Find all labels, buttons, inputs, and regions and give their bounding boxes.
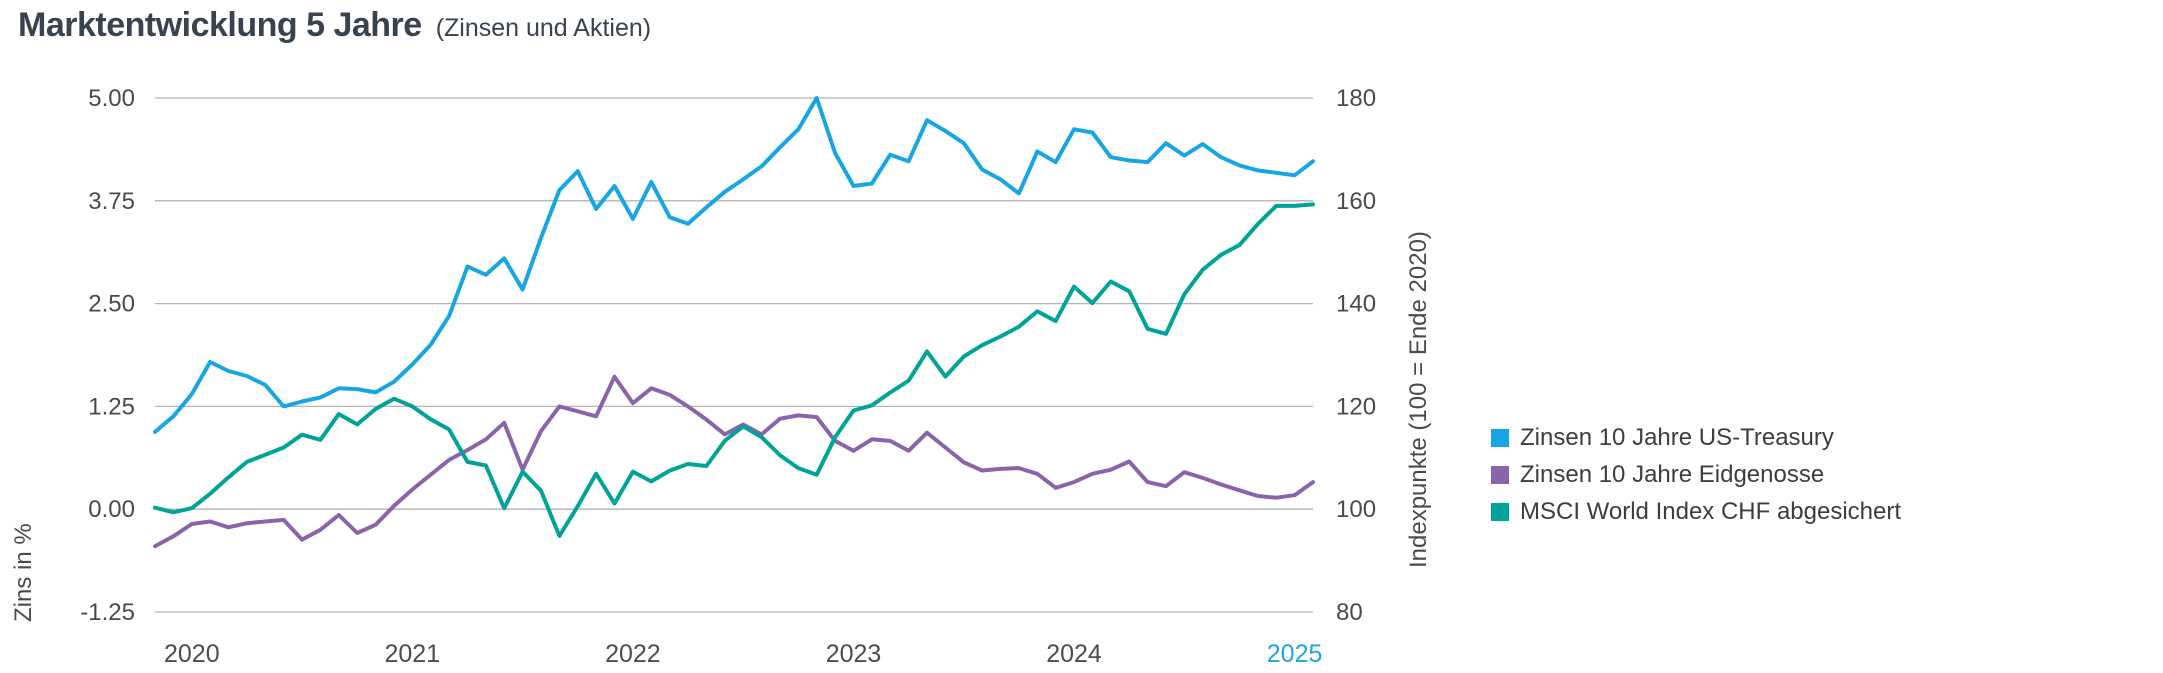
chart-legend: Zinsen 10 Jahre US-Treasury Zinsen 10 Jah… (1491, 424, 1901, 526)
legend-swatch-msci-world-index-chf-abgesichert (1491, 503, 1509, 521)
y-left-tick-label-2.50: 2.50 (88, 291, 135, 318)
y-right-tick-label-180: 180 (1336, 85, 1376, 112)
legend-label-msci-world-index-chf-abgesichert: MSCI World Index CHF abgesichert (1520, 498, 1902, 525)
legend-item-zinsen-10-jahre-us-treasury: Zinsen 10 Jahre US-Treasury (1491, 424, 1901, 452)
y-right-tick-label-80: 80 (1336, 599, 1363, 626)
x-tick-label-2023: 2023 (826, 640, 882, 668)
y-left-tick-label-1.25: 1.25 (88, 393, 135, 420)
y-right-tick-label-160: 160 (1336, 188, 1376, 215)
y-left-tick-label--1.25: -1.25 (80, 599, 135, 626)
y-right-tick-label-120: 120 (1336, 393, 1376, 420)
y-right-tick-label-140: 140 (1336, 291, 1376, 318)
series-line-zinsen-10-jahre-eidgenosse (153, 374, 1315, 549)
y-right-axis-title: Indexpunkte (100 = Ende 2020) (1405, 231, 1432, 569)
x-tick-label-2025: 2025 (1267, 640, 1323, 668)
title-row: Marktentwicklung 5 Jahre (Zinsen und Akt… (18, 6, 651, 45)
legend-item-msci-world-index-chf-abgesichert: MSCI World Index CHF abgesichert (1491, 498, 1901, 526)
legend-swatch-zinsen-10-jahre-eidgenosse (1491, 466, 1509, 484)
y-left-tick-label-3.75: 3.75 (88, 188, 135, 215)
legend-label-zinsen-10-jahre-us-treasury: Zinsen 10 Jahre US-Treasury (1520, 424, 1834, 451)
legend-item-zinsen-10-jahre-eidgenosse: Zinsen 10 Jahre Eidgenosse (1491, 461, 1901, 489)
series-line-zinsen-10-jahre-us-treasury (153, 96, 1315, 434)
chart-subtitle: (Zinsen und Aktien) (435, 14, 652, 42)
x-tick-label-2022: 2022 (605, 640, 661, 668)
y-left-tick-label-0.00: 0.00 (88, 496, 135, 523)
x-tick-label-2020: 2020 (164, 640, 220, 668)
x-tick-label-2024: 2024 (1046, 640, 1102, 668)
y-left-tick-label-5.00: 5.00 (88, 85, 135, 112)
x-tick-label-2021: 2021 (384, 640, 440, 668)
y-left-axis-title: Zins in % (10, 523, 37, 622)
series-line-msci-world-index-chf-abgesichert (153, 202, 1315, 538)
chart-title: Marktentwicklung 5 Jahre (18, 6, 422, 44)
y-right-tick-label-100: 100 (1336, 496, 1376, 523)
legend-swatch-zinsen-10-jahre-us-treasury (1491, 429, 1509, 447)
legend-label-zinsen-10-jahre-eidgenosse: Zinsen 10 Jahre Eidgenosse (1520, 461, 1825, 488)
